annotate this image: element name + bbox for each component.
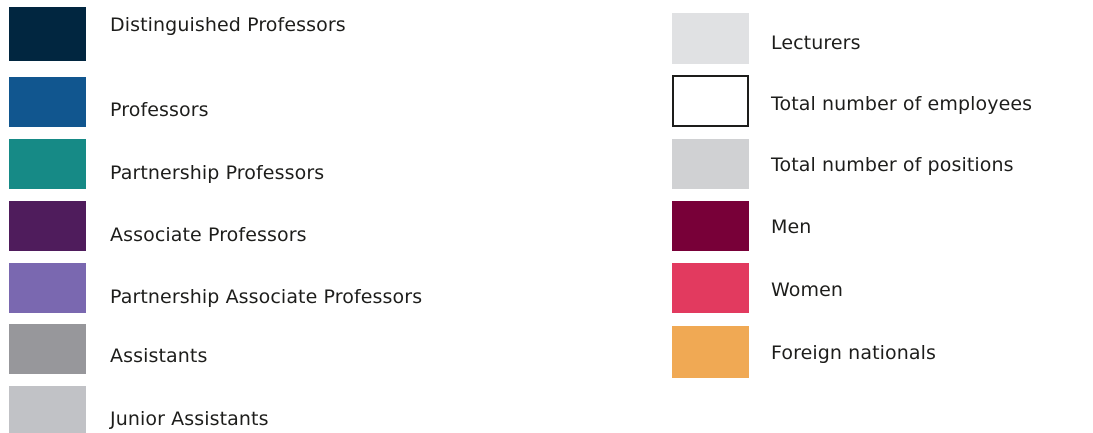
legend-swatch-professors (9, 77, 86, 127)
legend-label-total-employees: Total number of employees (771, 93, 1033, 115)
legend-label-associate-professors: Associate Professors (110, 224, 307, 246)
legend-label-partnership-associate-professors: Partnership Associate Professors (110, 286, 423, 308)
legend-label-total-positions: Total number of positions (771, 154, 1014, 176)
legend-swatch-partnership-professors (9, 139, 86, 189)
legend-label-lecturers: Lecturers (771, 32, 861, 54)
legend-swatch-total-positions (672, 139, 749, 189)
legend-swatch-men (672, 201, 749, 251)
legend-label-assistants: Assistants (110, 345, 208, 367)
legend-swatch-junior-assistants (9, 386, 86, 433)
legend-swatch-foreign-nationals (672, 326, 749, 378)
legend-swatch-distinguished-professors (9, 7, 86, 61)
legend-swatch-women (672, 263, 749, 313)
legend-label-distinguished-professors: Distinguished Professors (110, 14, 346, 36)
legend-swatch-associate-professors (9, 201, 86, 251)
legend-swatch-total-employees (672, 75, 749, 127)
legend-label-foreign-nationals: Foreign nationals (771, 342, 936, 364)
legend-swatch-partnership-associate-professors (9, 263, 86, 313)
legend-label-partnership-professors: Partnership Professors (110, 162, 325, 184)
legend-label-professors: Professors (110, 99, 209, 121)
legend-swatch-assistants (9, 324, 86, 374)
legend-label-women: Women (771, 279, 844, 301)
legend-label-men: Men (771, 216, 812, 238)
legend-swatch-lecturers (672, 13, 749, 64)
legend-label-junior-assistants: Junior Assistants (110, 408, 269, 430)
